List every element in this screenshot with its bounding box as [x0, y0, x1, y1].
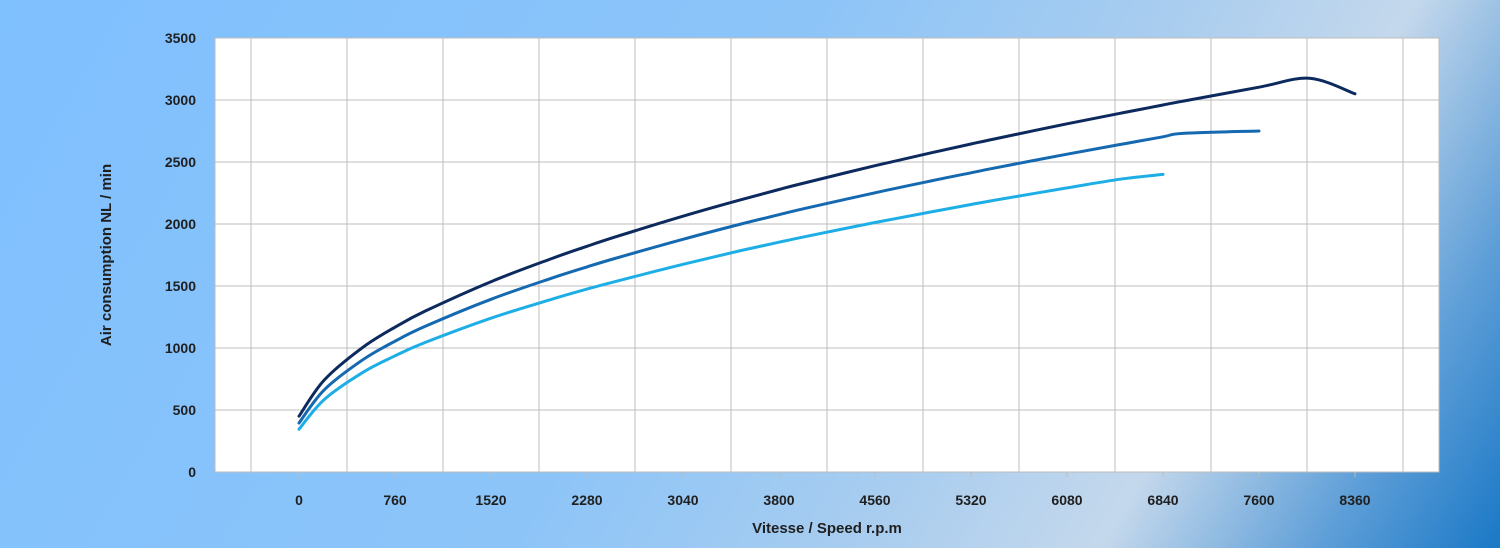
x-tick-label: 0 [295, 492, 303, 508]
x-tick-label: 3040 [667, 492, 698, 508]
y-tick-label: 500 [173, 402, 197, 418]
y-tick-label: 1000 [165, 340, 196, 356]
series-line-2 [297, 129, 1261, 425]
y-tick-label: 3000 [165, 92, 196, 108]
series-lines [297, 76, 1357, 431]
y-tick-label: 2000 [165, 216, 196, 232]
x-tick-label: 2280 [571, 492, 602, 508]
x-tick-label: 7600 [1243, 492, 1274, 508]
gridlines [215, 37, 1439, 473]
x-tick-label: 3800 [763, 492, 794, 508]
x-tick-label: 760 [383, 492, 407, 508]
x-tick-label: 6840 [1147, 492, 1178, 508]
y-tick-label: 1500 [165, 278, 196, 294]
y-tick-label: 3500 [165, 30, 196, 46]
tick-labels: 0 760 1520 2280 3040 3800 4560 5320 6080 6840 7600… [165, 30, 1371, 508]
series-line-3 [297, 172, 1165, 431]
y-tick-label: 0 [188, 464, 196, 480]
x-tick-label: 4560 [859, 492, 890, 508]
x-tick-label: 5320 [955, 492, 986, 508]
x-axis-label: Vitesse / Speed r.p.m [752, 520, 902, 537]
x-tick-label: 1520 [475, 492, 506, 508]
x-tick-label: 6080 [1051, 492, 1082, 508]
y-tick-label: 2500 [165, 154, 196, 170]
y-axis-label: Air consumption NL / min [98, 164, 115, 346]
series-line-1 [297, 76, 1357, 418]
x-tick-label: 8360 [1339, 492, 1370, 508]
